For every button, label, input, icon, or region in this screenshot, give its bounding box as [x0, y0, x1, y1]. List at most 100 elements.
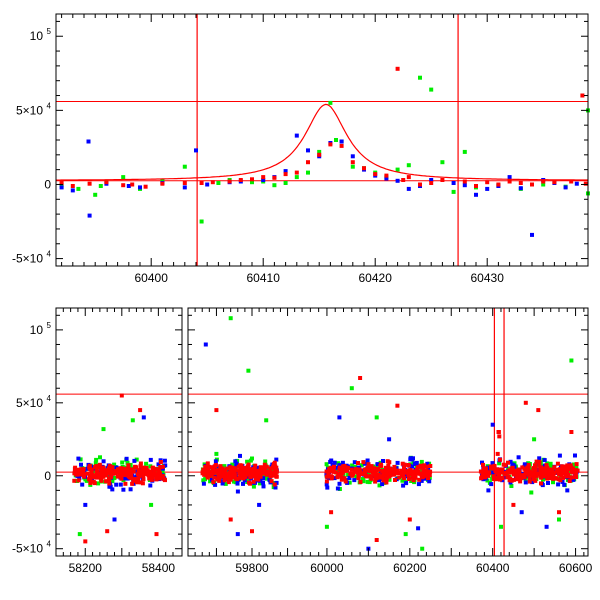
model-fit-curve — [56, 103, 588, 181]
blue-point — [347, 476, 352, 480]
red-point — [141, 477, 146, 482]
red-point — [93, 465, 98, 470]
red-point — [507, 179, 512, 184]
red-point — [211, 471, 216, 476]
y-tick-label: -5×10 — [12, 252, 43, 266]
red-point — [479, 476, 484, 481]
red-point — [240, 472, 245, 477]
red-point — [386, 469, 391, 474]
red-point — [517, 468, 522, 473]
red-point — [156, 475, 161, 480]
y-tick-exponent: 4 — [47, 101, 52, 110]
red-point — [127, 470, 132, 475]
red-point — [384, 173, 389, 178]
blue-point — [380, 482, 385, 487]
red-point — [258, 465, 263, 470]
red-point — [262, 462, 267, 467]
red-point — [362, 166, 366, 171]
red-point — [560, 464, 565, 469]
red-point — [107, 463, 112, 468]
red-point — [238, 465, 243, 470]
blue-point — [486, 488, 491, 493]
x-tick-label: 60430 — [471, 271, 505, 285]
blue-point — [462, 183, 467, 188]
blue-point — [574, 181, 579, 186]
red-point — [532, 477, 536, 482]
green-point — [112, 462, 117, 467]
red-point — [554, 469, 559, 474]
red-point — [227, 179, 232, 184]
red-point — [506, 460, 510, 465]
red-point — [496, 473, 501, 478]
red-point — [205, 461, 210, 466]
red-point — [141, 473, 146, 478]
red-point — [405, 469, 410, 474]
y-tick-label: 10 — [30, 323, 44, 337]
blue-point — [563, 185, 568, 190]
red-point — [213, 463, 218, 467]
green-point — [419, 459, 424, 464]
red-point — [338, 465, 342, 470]
red-point — [484, 467, 488, 472]
red-point — [509, 478, 514, 483]
red-point — [416, 469, 421, 474]
red-point — [557, 467, 562, 472]
blue-point — [235, 489, 240, 494]
green-point — [451, 189, 456, 194]
red-point — [407, 517, 412, 522]
red-point — [160, 474, 165, 479]
red-point — [492, 477, 497, 482]
red-point — [526, 463, 531, 467]
red-point — [100, 474, 105, 479]
red-point — [283, 172, 288, 177]
blue-point — [86, 139, 91, 144]
red-point — [105, 529, 110, 534]
red-point — [150, 475, 155, 479]
x-tick-label: 60200 — [393, 561, 427, 575]
red-point — [211, 480, 216, 485]
green-point — [84, 478, 89, 483]
red-point — [384, 480, 389, 485]
blue-point — [500, 478, 505, 483]
red-point — [552, 180, 557, 185]
blue-point — [255, 465, 260, 470]
blue-point — [480, 460, 484, 465]
red-point — [344, 465, 349, 470]
red-point — [225, 466, 230, 471]
red-point — [373, 479, 378, 484]
green-point — [96, 481, 101, 486]
red-point — [116, 467, 120, 472]
blue-point — [114, 482, 119, 487]
green-point — [251, 484, 256, 489]
blue-point — [121, 487, 126, 492]
red-point — [77, 472, 82, 476]
blue-point — [352, 478, 357, 483]
red-point — [396, 471, 401, 475]
green-point — [128, 462, 133, 467]
red-point — [339, 477, 344, 482]
green-point — [222, 464, 227, 469]
top-panel: 60400 60410 60420 60430 10 5 5×10 4 0 -5×10 4 — [12, 13, 590, 285]
red-point — [215, 477, 220, 482]
red-point — [206, 470, 211, 475]
blue-point — [110, 487, 115, 492]
red-point — [383, 468, 388, 473]
red-point — [374, 473, 379, 478]
red-point — [406, 175, 411, 180]
red-point — [104, 479, 109, 484]
red-point — [250, 471, 255, 476]
blue-point — [124, 456, 129, 461]
blue-point — [112, 517, 117, 522]
red-point — [152, 468, 157, 473]
top-model-curve — [56, 103, 588, 181]
red-point — [328, 142, 333, 147]
red-point — [353, 467, 358, 472]
green-point — [246, 368, 251, 373]
red-point — [561, 467, 566, 472]
red-point — [106, 468, 110, 473]
x-tick-label: 58400 — [142, 561, 176, 575]
blue-point — [395, 178, 400, 183]
red-point — [239, 463, 244, 468]
red-point — [317, 152, 322, 157]
blue-point — [451, 181, 456, 185]
